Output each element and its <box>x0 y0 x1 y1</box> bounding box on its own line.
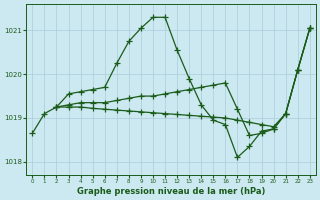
X-axis label: Graphe pression niveau de la mer (hPa): Graphe pression niveau de la mer (hPa) <box>77 187 265 196</box>
